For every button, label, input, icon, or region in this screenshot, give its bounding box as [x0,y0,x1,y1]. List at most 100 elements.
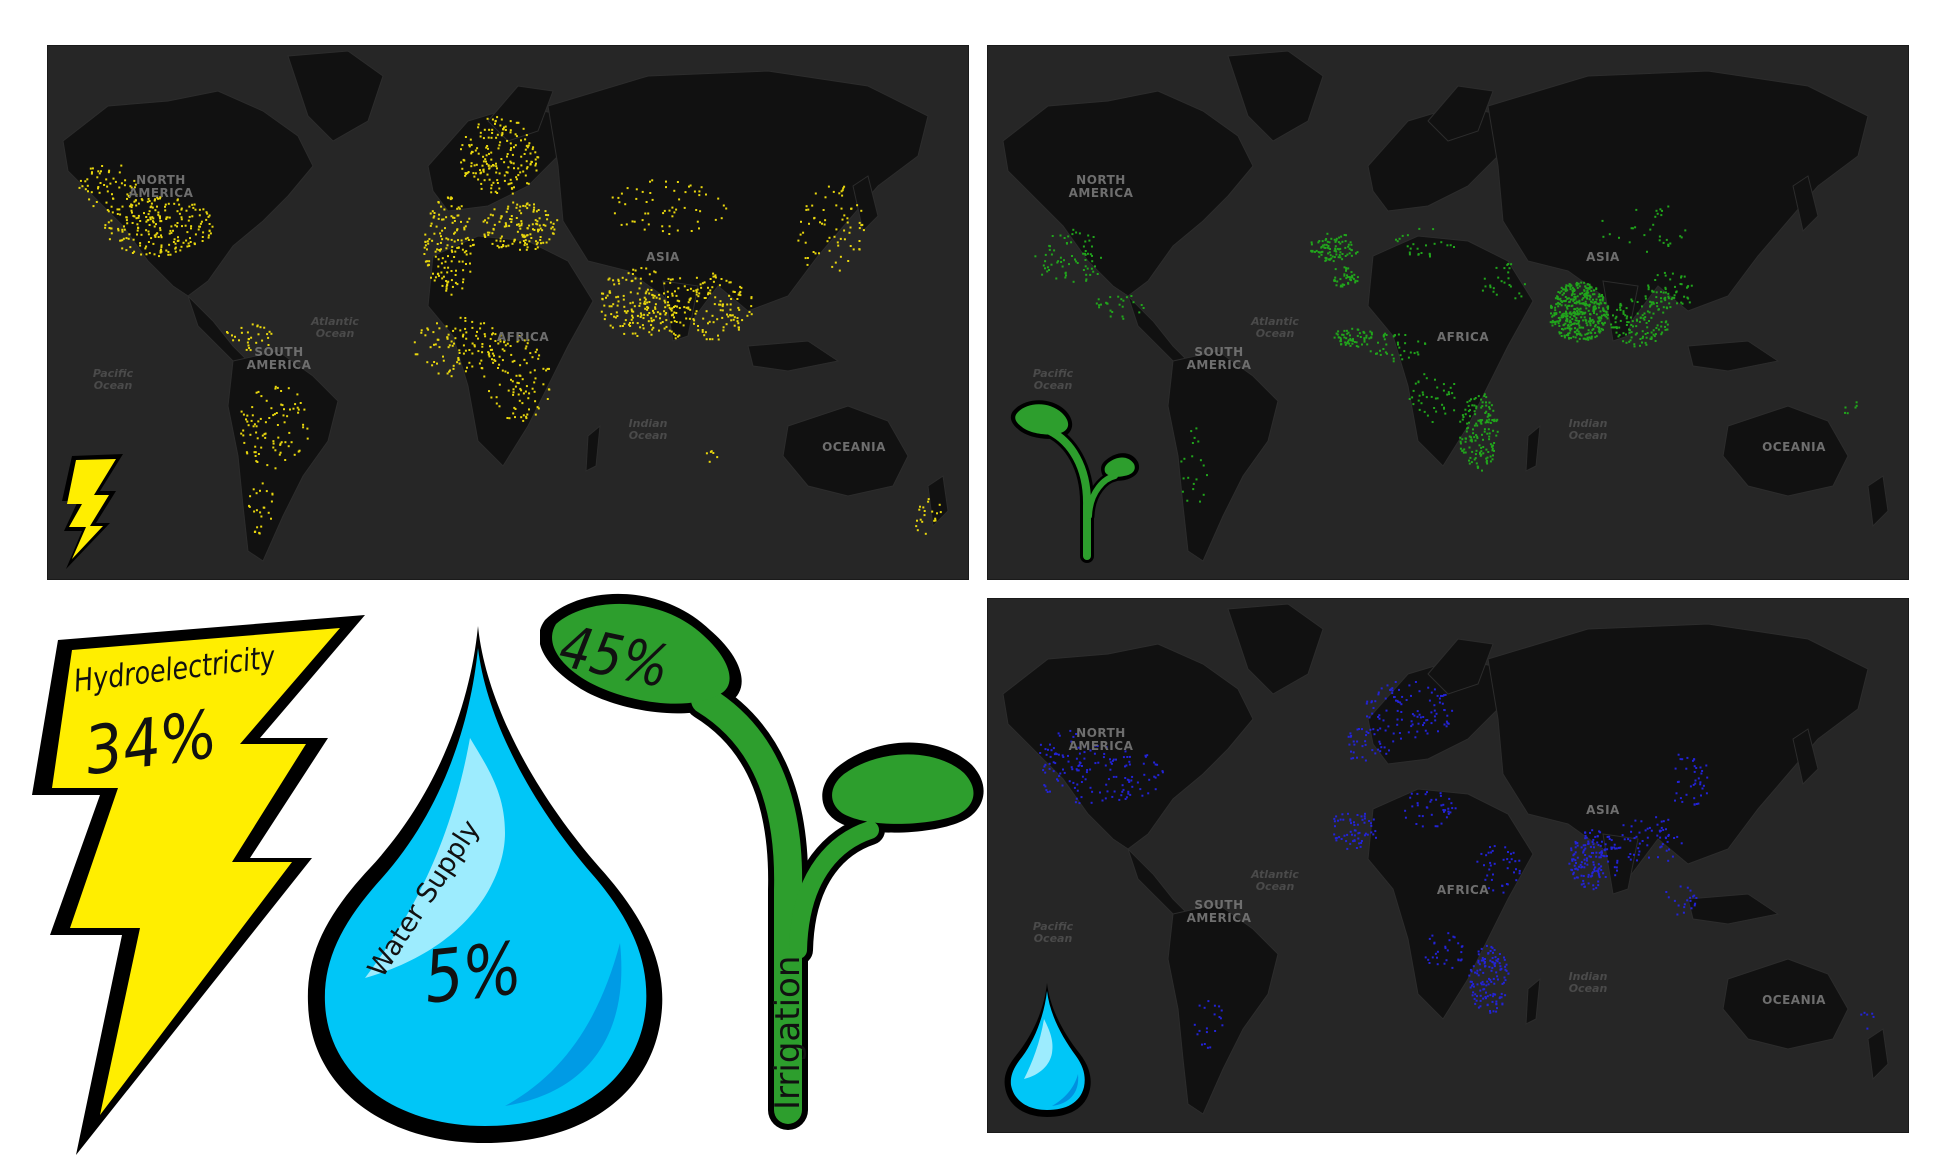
site-dot [1101,799,1104,802]
site-dot [1597,880,1600,883]
site-dot [1633,343,1636,346]
site-dot [1129,793,1132,796]
site-dot [1630,336,1633,339]
site-dot [152,221,155,224]
site-dot [1571,318,1574,320]
site-dot [862,229,865,232]
site-dot [1310,241,1313,244]
site-dot [1694,782,1697,785]
site-dot [461,248,464,251]
site-dot [133,179,136,182]
site-dot [1347,735,1350,738]
site-dot [707,286,709,289]
site-dot [1579,332,1582,335]
site-dot [1335,239,1338,242]
site-dot [490,158,493,161]
site-dot [110,232,113,235]
site-dot [1592,888,1595,891]
site-dot [1476,860,1479,863]
site-dot [1084,253,1087,256]
site-dot [710,450,713,453]
site-dot [1046,270,1049,273]
site-dot [1372,707,1375,709]
site-dot [1353,839,1356,842]
landmass [1127,848,1189,920]
site-dot [491,358,493,361]
site-dot [279,443,282,446]
site-dot [297,408,300,411]
site-dot [255,341,258,344]
site-dot [207,234,210,237]
site-dot [688,298,691,301]
site-dot [606,294,609,297]
site-dot [1659,829,1662,832]
site-dot [426,361,429,364]
site-dot [265,490,268,493]
world-map [62,50,949,562]
site-dot [1342,333,1345,336]
site-dot [1072,781,1075,784]
site-dot [726,303,729,306]
site-dot [1665,849,1668,852]
site-dot [1411,396,1414,399]
site-dot [1372,728,1375,731]
site-dot [499,340,502,343]
site-dot [485,154,488,157]
site-dot [1554,323,1557,326]
site-dot [1400,737,1402,740]
site-dot [460,148,462,151]
site-dot [736,298,739,300]
site-dot [1485,410,1488,413]
site-dot [153,225,156,228]
site-dot [1559,318,1562,321]
site-dot [1575,317,1578,319]
site-dot [1080,765,1083,767]
site-dot [678,198,681,201]
site-dot [266,333,269,336]
site-dot [1065,242,1068,244]
site-dot [806,263,809,266]
site-dot [663,292,665,295]
site-dot [1461,449,1464,452]
site-dot [1641,305,1643,308]
site-dot [121,205,124,208]
site-dot [509,160,512,163]
site-dot [1476,995,1478,998]
site-dot [522,392,525,395]
site-dot [457,239,459,242]
site-dot [1464,437,1467,440]
site-dot [1368,820,1371,822]
site-dot [1574,331,1577,334]
site-dot [174,224,177,227]
site-dot [534,219,537,222]
site-dot [1075,757,1078,760]
site-dot [524,174,527,177]
site-dot [858,221,861,224]
site-dot [1599,301,1602,304]
site-dot [1054,762,1057,765]
site-dot [152,217,155,220]
site-dot [826,240,829,243]
site-dot [149,216,152,219]
site-dot [1700,772,1703,775]
site-dot [180,218,183,221]
site-dot [1588,855,1591,858]
site-dot [1071,233,1074,236]
site-dot [137,214,140,217]
site-dot [1597,330,1600,333]
site-dot [1593,846,1595,849]
site-dot [119,213,122,216]
site-dot [493,208,496,211]
site-dot [1580,334,1583,337]
site-dot [428,238,431,241]
site-dot [1385,709,1388,712]
site-dot [650,289,653,291]
site-dot [1420,252,1423,254]
site-dot [1444,693,1447,696]
site-dot [491,327,494,330]
site-dot [617,196,620,199]
site-dot [1506,867,1509,870]
site-dot [1453,246,1455,248]
site-dot [1639,344,1641,347]
site-dot [1432,228,1435,231]
